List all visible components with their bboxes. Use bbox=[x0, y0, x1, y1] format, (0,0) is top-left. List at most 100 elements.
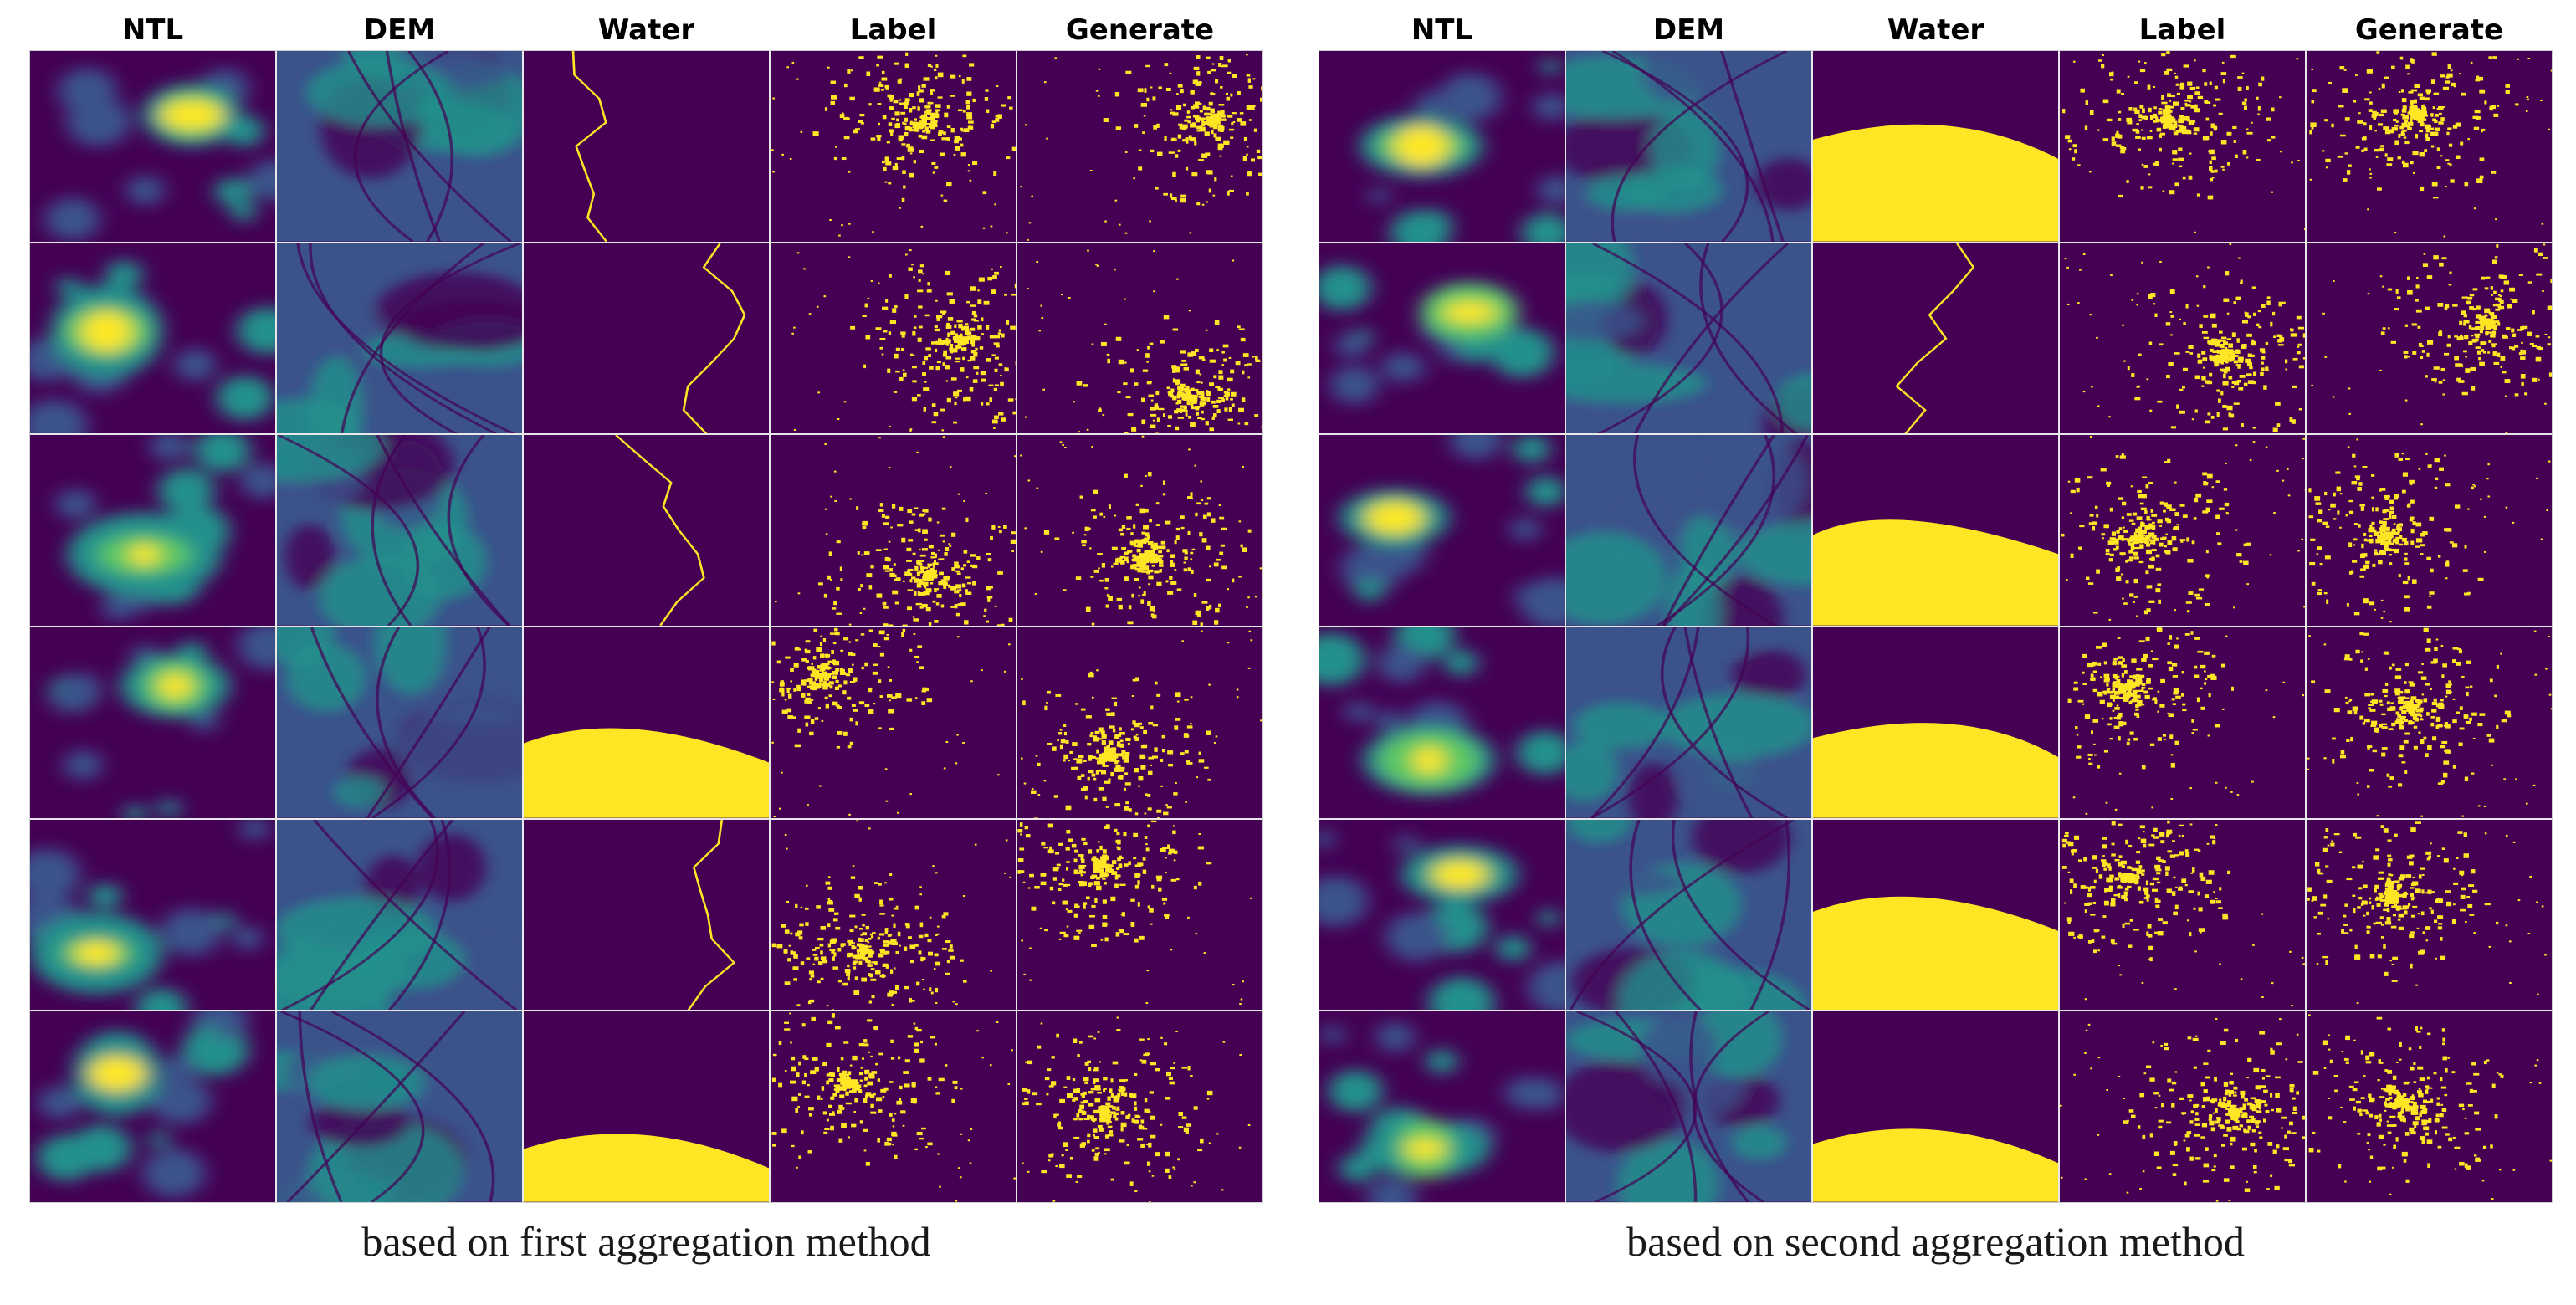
grid-cell-water-row-6 bbox=[1813, 1011, 2058, 1202]
grid-cell-dem-row-6 bbox=[1566, 1011, 1811, 1202]
grid-cell-water-row-4 bbox=[1813, 627, 2058, 818]
grid-cell-label-row-6 bbox=[2060, 1011, 2305, 1202]
label-image bbox=[2060, 435, 2305, 626]
water-image bbox=[1813, 51, 2058, 242]
grid-cell-label-row-4 bbox=[2060, 627, 2305, 818]
water-image bbox=[524, 243, 769, 434]
dem-image bbox=[1566, 243, 1811, 434]
grid-cell-label-row-4 bbox=[771, 627, 1016, 818]
column-headers: NTL DEM Water Label Generate bbox=[29, 10, 1263, 50]
dem-image bbox=[1566, 1011, 1811, 1202]
left-panel: NTL DEM Water Label Generate based on fi… bbox=[29, 0, 1263, 1305]
label-image bbox=[771, 435, 1016, 626]
ntl-image bbox=[1319, 243, 1565, 434]
grid-cell-ntl-row-5 bbox=[1319, 819, 1565, 1011]
grid-cell-generate-row-2 bbox=[2307, 243, 2552, 434]
generate-image bbox=[1017, 243, 1262, 434]
grid-cell-generate-row-1 bbox=[2307, 51, 2552, 242]
dem-image bbox=[277, 435, 522, 626]
grid-cell-ntl-row-6 bbox=[30, 1011, 275, 1202]
grid-cell-dem-row-1 bbox=[277, 51, 522, 242]
grid-cell-label-row-5 bbox=[771, 819, 1016, 1011]
label-image bbox=[2060, 1011, 2305, 1202]
grid-cell-label-row-3 bbox=[771, 435, 1016, 626]
generate-image bbox=[1017, 51, 1262, 242]
grid-cell-generate-row-5 bbox=[1017, 819, 1262, 1011]
grid-cell-water-row-6 bbox=[524, 1011, 769, 1202]
grid-cell-ntl-row-4 bbox=[1319, 627, 1565, 818]
ntl-image bbox=[1319, 819, 1565, 1011]
grid-cell-generate-row-4 bbox=[2307, 627, 2552, 818]
generate-image bbox=[2307, 627, 2552, 818]
column-header-label: Label bbox=[2138, 13, 2226, 47]
column-header-dem: DEM bbox=[1652, 13, 1725, 47]
grid-cell-ntl-row-2 bbox=[30, 243, 275, 434]
ntl-image bbox=[30, 51, 275, 242]
water-image bbox=[1813, 435, 2058, 626]
generate-image bbox=[2307, 819, 2552, 1011]
grid-cell-generate-row-6 bbox=[2307, 1011, 2552, 1202]
column-header-generate: Generate bbox=[1065, 13, 1215, 47]
water-image bbox=[1813, 819, 2058, 1011]
label-image bbox=[771, 627, 1016, 818]
water-image bbox=[524, 627, 769, 818]
grid-cell-label-row-5 bbox=[2060, 819, 2305, 1011]
grid-cell-generate-row-2 bbox=[1017, 243, 1262, 434]
grid-cell-generate-row-3 bbox=[2307, 435, 2552, 626]
dem-image bbox=[1566, 819, 1811, 1011]
grid-cell-dem-row-3 bbox=[277, 435, 522, 626]
water-image bbox=[1813, 1011, 2058, 1202]
ntl-image bbox=[30, 1011, 275, 1202]
grid-cell-water-row-2 bbox=[524, 243, 769, 434]
column-headers: NTL DEM Water Label Generate bbox=[1319, 10, 2553, 50]
generate-image bbox=[2307, 435, 2552, 626]
generate-image bbox=[2307, 243, 2552, 434]
grid-cell-label-row-3 bbox=[2060, 435, 2305, 626]
grid-cell-dem-row-5 bbox=[277, 819, 522, 1011]
dem-image bbox=[277, 819, 522, 1011]
ntl-image bbox=[1319, 627, 1565, 818]
label-image bbox=[2060, 51, 2305, 242]
column-header-water: Water bbox=[597, 13, 695, 47]
right-panel: NTL DEM Water Label Generate based on se… bbox=[1319, 0, 2553, 1305]
grid-cell-ntl-row-4 bbox=[30, 627, 275, 818]
grid-cell-generate-row-3 bbox=[1017, 435, 1262, 626]
grid-cell-generate-row-5 bbox=[2307, 819, 2552, 1011]
column-header-ntl: NTL bbox=[1411, 13, 1473, 47]
grid-cell-ntl-row-1 bbox=[1319, 51, 1565, 242]
grid-cell-dem-row-2 bbox=[1566, 243, 1811, 434]
panel-caption-right: based on second aggregation method bbox=[1626, 1218, 2245, 1265]
water-image bbox=[524, 435, 769, 626]
water-image bbox=[524, 819, 769, 1011]
dem-image bbox=[277, 51, 522, 242]
image-grid-right bbox=[1319, 50, 2553, 1203]
grid-cell-label-row-1 bbox=[2060, 51, 2305, 242]
water-image bbox=[524, 1011, 769, 1202]
grid-cell-label-row-2 bbox=[2060, 243, 2305, 434]
label-image bbox=[771, 819, 1016, 1011]
grid-cell-dem-row-1 bbox=[1566, 51, 1811, 242]
label-image bbox=[2060, 243, 2305, 434]
grid-cell-water-row-5 bbox=[524, 819, 769, 1011]
grid-cell-water-row-3 bbox=[524, 435, 769, 626]
grid-cell-dem-row-2 bbox=[277, 243, 522, 434]
grid-cell-ntl-row-3 bbox=[1319, 435, 1565, 626]
grid-cell-label-row-6 bbox=[771, 1011, 1016, 1202]
grid-cell-dem-row-6 bbox=[277, 1011, 522, 1202]
grid-cell-label-row-1 bbox=[771, 51, 1016, 242]
dem-image bbox=[1566, 627, 1811, 818]
generate-image bbox=[1017, 1011, 1262, 1202]
grid-cell-ntl-row-6 bbox=[1319, 1011, 1565, 1202]
column-header-label: Label bbox=[849, 13, 937, 47]
generate-image bbox=[2307, 1011, 2552, 1202]
column-header-dem: DEM bbox=[363, 13, 436, 47]
label-image bbox=[771, 51, 1016, 242]
grid-cell-dem-row-3 bbox=[1566, 435, 1811, 626]
grid-cell-generate-row-6 bbox=[1017, 1011, 1262, 1202]
label-image bbox=[2060, 819, 2305, 1011]
grid-cell-water-row-3 bbox=[1813, 435, 2058, 626]
dem-image bbox=[1566, 435, 1811, 626]
water-image bbox=[1813, 627, 2058, 818]
water-image bbox=[524, 51, 769, 242]
ntl-image bbox=[30, 243, 275, 434]
